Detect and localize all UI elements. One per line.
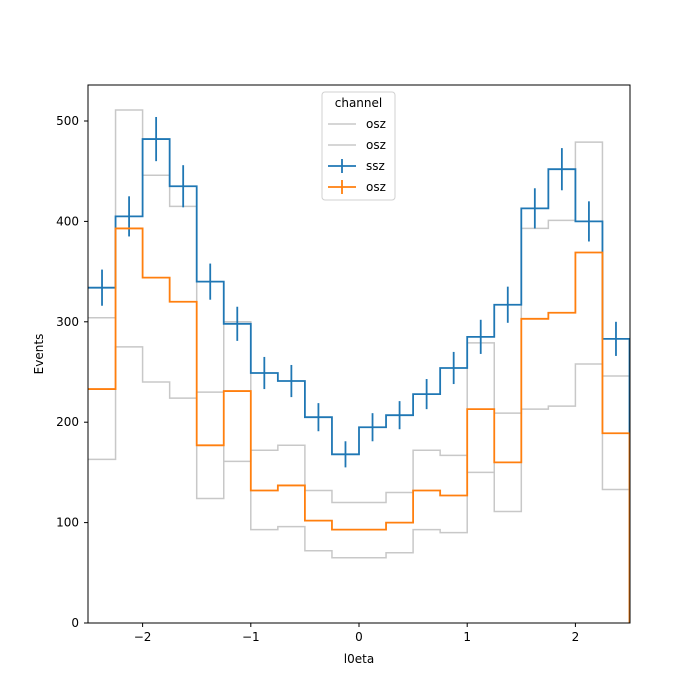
plot-area [88, 109, 631, 623]
x-tick-label: 2 [572, 630, 580, 644]
y-tick-label: 500 [56, 114, 79, 128]
x-axis-label: l0eta [344, 652, 374, 666]
legend-entry-3: osz [328, 180, 386, 194]
y-tick-label: 300 [56, 315, 79, 329]
legend-box [321, 91, 396, 201]
legend-label: osz [366, 180, 386, 194]
series-2-ssz [88, 116, 631, 623]
series-1-osz [88, 346, 631, 623]
series-line [88, 227, 631, 623]
y-axis-label: Events [32, 334, 46, 375]
legend-entry-2: ssz [328, 159, 385, 173]
x-tick-label: −2 [134, 630, 152, 644]
legend-entry-0: osz [328, 117, 386, 131]
y-tick-label: 400 [56, 214, 79, 228]
legend-label: osz [366, 138, 386, 152]
y-tick-label: 200 [56, 415, 79, 429]
series-line [88, 138, 631, 623]
legend-label: ssz [366, 159, 385, 173]
x-axis: −2 −1 0 1 2 [134, 623, 579, 644]
legend-label: osz [366, 117, 386, 131]
legend: channel osz osz ssz osz [321, 91, 396, 201]
legend-title: channel [335, 96, 382, 110]
y-axis: 0 100 200 300 400 500 [56, 114, 88, 630]
x-tick-label: −1 [242, 630, 260, 644]
series-line [88, 346, 631, 623]
series-3-osz [88, 227, 631, 623]
x-tick-label: 0 [355, 630, 363, 644]
legend-entry-1: osz [328, 138, 386, 152]
x-tick-label: 1 [463, 630, 471, 644]
y-tick-label: 0 [71, 616, 79, 630]
y-tick-label: 100 [56, 516, 79, 530]
